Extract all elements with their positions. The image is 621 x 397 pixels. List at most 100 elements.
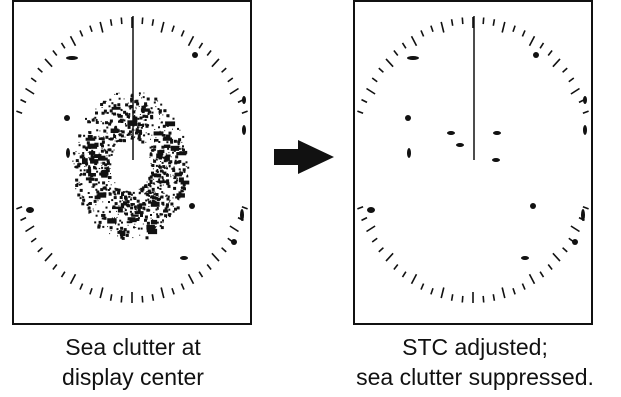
bearing-tick <box>521 283 526 290</box>
echo-target <box>447 131 455 135</box>
bearing-tick <box>99 287 104 299</box>
caption-before-line-2: display center <box>62 364 204 390</box>
caption-after: STC adjusted; sea clutter suppressed. <box>325 332 621 392</box>
bearing-tick <box>211 252 220 262</box>
bearing-tick <box>547 50 553 56</box>
echo-target <box>407 148 411 158</box>
bearing-tick <box>180 30 185 37</box>
bearing-tick <box>60 271 66 278</box>
echo-target <box>530 203 536 209</box>
bearing-tick <box>79 283 84 290</box>
bearing-tick <box>393 50 399 56</box>
bearing-tick <box>180 283 185 290</box>
bearing-tick <box>492 19 496 26</box>
bearing-tick <box>385 252 394 262</box>
bearing-tick <box>371 237 378 243</box>
echo-target <box>189 203 195 209</box>
bearing-tick <box>198 42 204 49</box>
bearing-tick <box>371 77 378 83</box>
bearing-tick <box>552 252 561 262</box>
bearing-tick <box>582 205 589 210</box>
echo-target <box>572 239 578 245</box>
bearing-tick <box>521 30 526 37</box>
bearing-tick <box>16 205 23 210</box>
bearing-tick <box>378 67 384 73</box>
bearing-tick <box>69 35 77 47</box>
bearing-tick <box>401 271 407 278</box>
bearing-tick <box>450 294 454 301</box>
bearing-tick <box>420 30 425 37</box>
bearing-tick <box>385 58 394 68</box>
caption-before-line-1: Sea clutter at <box>65 334 201 360</box>
bearing-tick <box>528 273 536 285</box>
bearing-tick <box>198 271 204 278</box>
echo-target <box>231 239 237 245</box>
bearing-tick <box>461 295 464 303</box>
bearing-tick <box>420 283 425 290</box>
bearing-tick <box>512 287 516 295</box>
bearing-tick <box>99 21 104 33</box>
bearing-tick <box>25 225 35 233</box>
bearing-tick <box>20 216 27 222</box>
bearing-tick <box>141 295 144 303</box>
bearing-tick <box>366 87 376 95</box>
bearing-tick <box>241 110 248 115</box>
bearing-tick <box>120 17 123 25</box>
echo-target <box>533 52 539 58</box>
bearing-tick <box>141 17 144 25</box>
radar-display-before <box>12 0 252 325</box>
echo-target <box>581 209 585 221</box>
caption-after-line-2: sea clutter suppressed. <box>356 364 594 390</box>
bearing-tick <box>109 294 113 301</box>
bearing-tick <box>528 35 536 47</box>
bearing-tick <box>401 42 407 49</box>
echo-target <box>192 52 198 58</box>
bearing-tick <box>211 58 220 68</box>
bearing-tick <box>171 287 175 295</box>
bearing-tick <box>109 19 113 26</box>
bearing-tick <box>410 273 418 285</box>
bearing-tick <box>37 247 43 253</box>
bearing-tick <box>160 287 165 299</box>
bearing-tick <box>562 247 568 253</box>
echo-target <box>26 207 34 213</box>
bearing-tick <box>16 110 23 115</box>
bearing-tick <box>25 87 35 95</box>
echo-target <box>180 256 188 260</box>
bearing-tick <box>52 264 58 270</box>
echo-target <box>456 143 464 147</box>
bearing-tick <box>241 205 248 210</box>
echo-target <box>583 125 587 135</box>
bearing-tick <box>378 247 384 253</box>
bearing-tick <box>221 67 227 73</box>
bearing-tick <box>393 264 399 270</box>
bearing-tick <box>410 35 418 47</box>
bearing-tick <box>361 98 368 104</box>
bearing-tick <box>120 295 123 303</box>
bearing-tick <box>512 25 516 33</box>
bearing-tick <box>44 252 53 262</box>
echo-target <box>66 148 70 158</box>
bearing-tick <box>229 225 239 233</box>
bearing-tick <box>187 35 195 47</box>
echo-target <box>242 125 246 135</box>
bearing-tick <box>562 67 568 73</box>
bearing-tick <box>171 25 175 33</box>
radar-screen-before <box>12 0 252 325</box>
bearing-tick <box>227 77 234 83</box>
bearing-tick <box>69 273 77 285</box>
bearing-tick <box>20 98 27 104</box>
bearing-tick <box>582 110 589 115</box>
screen-frame <box>353 0 593 325</box>
bearing-tick <box>547 264 553 270</box>
bearing-tick <box>357 110 364 115</box>
caption-after-line-1: STC adjusted; <box>402 334 548 360</box>
bearing-tick <box>430 25 434 33</box>
radar-display-after <box>353 0 593 325</box>
radar-screen-after <box>353 0 593 325</box>
bearing-tick <box>206 50 212 56</box>
echo-target <box>242 96 246 104</box>
bearing-tick <box>221 247 227 253</box>
echo-target <box>521 256 529 260</box>
bearing-tick <box>44 58 53 68</box>
